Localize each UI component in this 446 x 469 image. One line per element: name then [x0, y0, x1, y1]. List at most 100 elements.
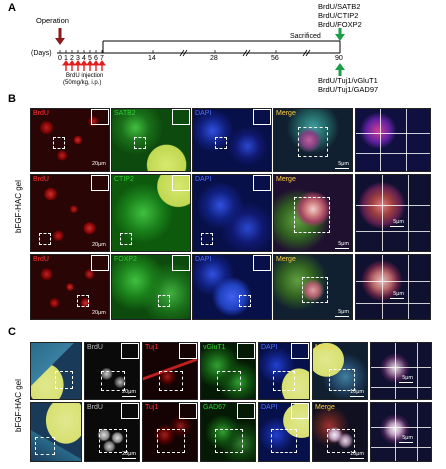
- panel-a-letter: A: [8, 2, 16, 14]
- c-row2-ortho-vline: [395, 403, 396, 461]
- c-row1-merge-scale: 10μm: [350, 389, 364, 397]
- c-row1-dapi: DAPI: [258, 342, 310, 400]
- c-row1-brdu-label: BrdU: [87, 344, 103, 351]
- b-row2-dapi-inset: [253, 175, 271, 191]
- b-row2-ortho-hline: [356, 205, 430, 206]
- c-row1-merge: Merge 10μm: [312, 342, 368, 400]
- b-row2-brdu: BrdU: [30, 174, 110, 252]
- sacrificed-label: Sacrificed: [290, 33, 321, 40]
- b-row3-brdu-roi: [77, 295, 89, 307]
- c-row1-tuj1: Tuj1: [142, 342, 198, 400]
- b-row3-brdu: BrdU: [30, 254, 110, 320]
- stain-top-1: BrdU/SATB2: [318, 2, 361, 11]
- b-row1-dapi-label: DAPI: [195, 110, 212, 117]
- c-row2-dapi-roi: [271, 429, 297, 453]
- b-row3-foxp2-inset: [172, 255, 190, 271]
- day-tick-5: 5: [88, 55, 92, 62]
- c-row2-gad67: GAD67: [200, 402, 256, 462]
- b-row2-dapi: DAPI: [192, 174, 272, 252]
- c-row2-ortho-hline2: [371, 447, 431, 448]
- b-row1-dapi-inset: [253, 109, 271, 125]
- c-row2-gad67-label: GAD67: [203, 404, 226, 411]
- c-row2-merge-label: Merge: [315, 404, 335, 411]
- b-row1-merge: Merge 5μm: [273, 108, 353, 172]
- b-row3-merge-label: Merge: [276, 256, 296, 263]
- c-row2-tuj1: Tuj1: [142, 402, 198, 462]
- c-row2-tuj1-label: Tuj1: [145, 404, 159, 411]
- b-row3-merge-roi: [302, 277, 328, 303]
- c-row2-gad67-roi: [215, 429, 243, 453]
- c-row1-brdu-inset: [121, 343, 139, 359]
- b-row2-ctip2: CTIP2: [111, 174, 191, 252]
- dose-label: (50mg/kg, i.p.): [63, 80, 102, 86]
- b-row2-scale: 5μm: [335, 241, 349, 249]
- timeline-diagram: [55, 28, 345, 76]
- c-row1-merge-roi: [329, 369, 355, 391]
- c-row2-tuj1-roi: [157, 429, 185, 453]
- b-row1-satb2: SATB2: [111, 108, 191, 172]
- c-row1-tuj1-label: Tuj1: [145, 344, 159, 351]
- c-row1-tuj1-inset: [179, 343, 197, 359]
- b-row3-dapi-roi: [239, 295, 251, 307]
- stain-bottom-2: BrdU/Tuj1/GAD97: [318, 85, 379, 94]
- b-row3-foxp2: FOXP2: [111, 254, 191, 320]
- b-row3-scale-20: 20μm: [92, 310, 106, 316]
- b-row2-ortho-vline: [382, 175, 383, 251]
- b-row2-dapi-label: DAPI: [195, 176, 212, 183]
- c-row2-merge-roi: [327, 429, 355, 453]
- b-row1-scale-20: 20μm: [92, 161, 106, 167]
- c-row1-brdu-roi: [101, 371, 125, 391]
- timeline-bar: [57, 40, 341, 57]
- day-tick-56: 56: [271, 55, 279, 62]
- brdu-injection-label: BrdU injection: [66, 73, 104, 79]
- c-row1-ortho-hline: [371, 367, 431, 368]
- b-row3-ortho-scale: 5μm: [390, 291, 404, 299]
- b-row2-ctip2-roi: [120, 233, 132, 245]
- b-row2-scale-20: 20μm: [92, 242, 106, 248]
- operation-label: Operation: [36, 16, 69, 25]
- c-row1-ortho-vline2: [417, 343, 418, 399]
- b-row1-brdu-roi: [53, 137, 65, 149]
- panel-c-side-label: bFGF-HAC gel: [14, 379, 23, 432]
- b-row3-ortho-hline2: [356, 303, 430, 304]
- b-row1-ortho-vline2: [406, 109, 407, 171]
- b-row1-dapi-roi: [215, 137, 227, 149]
- b-row2-ctip2-label: CTIP2: [114, 176, 134, 183]
- sacrifice-arrow-top: [335, 28, 345, 41]
- b-row1-satb2-label: SATB2: [114, 110, 136, 117]
- c-row1-dapi-label: DAPI: [261, 344, 278, 351]
- c-row2-merge: Merge 10μm: [312, 402, 368, 462]
- c-row1-tuj1-roi: [159, 371, 183, 391]
- c-row2-brdu: BrdU 20μm: [84, 402, 140, 462]
- b-row3-ortho-hline: [356, 281, 430, 282]
- b-row3-dapi-inset: [253, 255, 271, 271]
- stain-top-2: BrdU/CTIP2: [318, 11, 359, 20]
- c-row2-gad67-inset: [237, 403, 255, 419]
- b-row2-brdu-label: BrdU: [33, 176, 49, 183]
- b-row1-ortho-hline: [356, 133, 430, 134]
- b-row3-ortho-vline2: [408, 255, 409, 319]
- day-tick-0: 0: [58, 55, 62, 62]
- b-row2-merge-roi: [294, 197, 330, 233]
- c-row1-brdu: BrdU 20μm: [84, 342, 140, 400]
- day-tick-6: 6: [94, 55, 98, 62]
- panel-b-letter: B: [8, 93, 16, 105]
- b-row2-ctip2-inset: [172, 175, 190, 191]
- c-row1-ortho-scale: 5μm: [399, 375, 413, 383]
- day-tick-4: 4: [82, 55, 86, 62]
- b-row3-dapi: DAPI: [192, 254, 272, 320]
- c-row1-overview-roi: [55, 371, 73, 389]
- c-row1-brdu-scale: 20μm: [122, 389, 136, 397]
- b-row1-ortho: [355, 108, 431, 172]
- c-row1-vglut1-label: vGluT1: [203, 344, 226, 351]
- day-tick-1: 1: [64, 55, 68, 62]
- b-row2-brdu-roi: [39, 233, 51, 245]
- b-row1-brdu-inset: [91, 109, 109, 125]
- c-row2-ortho: 5μm: [370, 402, 432, 462]
- b-row2-ortho-scale: 5μm: [390, 219, 404, 227]
- c-row2-dapi: DAPI: [258, 402, 310, 462]
- operation-arrow: [55, 28, 65, 45]
- b-row3-ortho-vline: [382, 255, 383, 319]
- day-tick-28: 28: [210, 55, 218, 62]
- c-row1-vglut1: vGluT1: [200, 342, 256, 400]
